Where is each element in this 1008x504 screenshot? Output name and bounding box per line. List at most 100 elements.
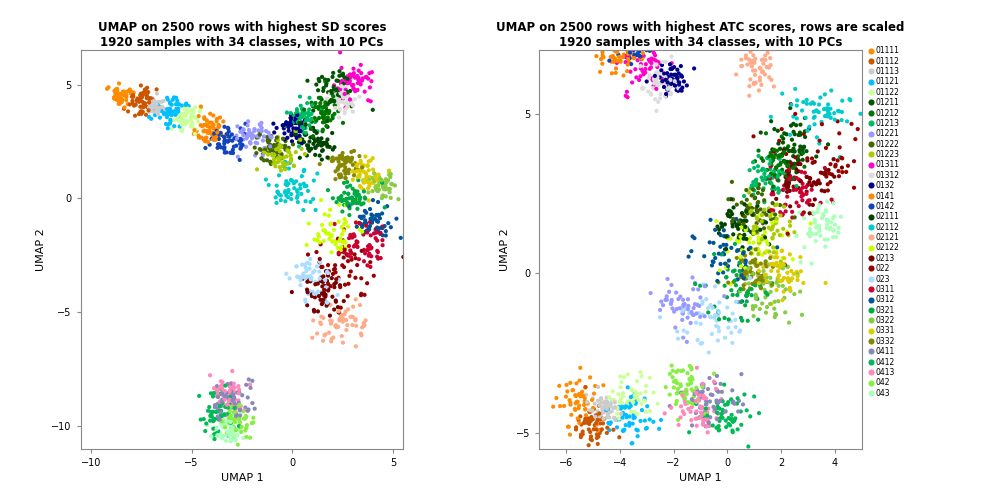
Point: [223, 403, 239, 411]
Point: [212, 113, 228, 121]
Point: [597, 400, 613, 408]
Point: [814, 169, 831, 177]
Point: [731, 328, 747, 336]
Point: [294, 105, 310, 113]
Point: [692, 313, 709, 321]
Point: [295, 270, 311, 278]
Point: [155, 106, 171, 114]
Point: [362, 179, 378, 187]
Point: [632, 368, 648, 376]
Point: [327, 143, 343, 151]
Point: [292, 136, 308, 144]
Point: [216, 117, 232, 125]
Point: [331, 162, 347, 170]
Point: [227, 403, 243, 411]
Point: [746, 393, 762, 401]
Point: [594, 425, 610, 433]
Point: [347, 187, 363, 195]
Point: [730, 225, 746, 233]
Point: [675, 388, 691, 396]
Point: [628, 394, 644, 402]
Point: [344, 100, 360, 108]
Point: [271, 144, 287, 152]
Point: [216, 133, 232, 141]
Point: [326, 334, 342, 342]
Point: [585, 394, 601, 402]
Point: [618, 421, 634, 429]
Point: [338, 174, 354, 182]
Point: [792, 288, 808, 296]
Point: [112, 91, 128, 99]
Point: [609, 59, 625, 67]
Point: [768, 164, 784, 172]
Point: [179, 107, 196, 115]
Point: [289, 192, 305, 200]
Point: [590, 416, 606, 424]
Point: [777, 170, 793, 178]
Point: [332, 308, 348, 316]
Point: [766, 167, 782, 175]
Point: [210, 391, 226, 399]
Point: [283, 121, 299, 129]
Point: [360, 226, 376, 234]
Point: [548, 394, 564, 402]
Point: [276, 160, 292, 168]
Point: [378, 185, 394, 194]
Point: [709, 372, 725, 380]
Point: [594, 414, 610, 422]
Point: [333, 80, 349, 88]
Point: [763, 206, 779, 214]
Point: [299, 301, 316, 309]
Point: [332, 161, 348, 169]
Point: [350, 238, 366, 246]
Point: [288, 134, 304, 142]
Point: [592, 68, 608, 76]
Point: [592, 429, 608, 437]
Point: [695, 339, 711, 347]
Point: [671, 304, 687, 312]
Point: [307, 144, 324, 152]
Point: [776, 260, 792, 268]
Point: [230, 122, 246, 131]
Point: [274, 153, 290, 161]
Point: [781, 173, 797, 181]
Point: [730, 246, 746, 255]
Point: [364, 219, 380, 227]
Point: [812, 232, 829, 240]
Point: [111, 91, 127, 99]
Point: [390, 195, 406, 203]
Point: [795, 208, 811, 216]
Point: [632, 72, 648, 80]
Point: [341, 200, 357, 208]
Point: [733, 62, 749, 70]
Point: [772, 145, 788, 153]
Point: [296, 138, 312, 146]
Point: [790, 175, 806, 183]
Point: [228, 432, 244, 440]
Point: [688, 400, 705, 408]
Point: [330, 85, 346, 93]
Point: [603, 53, 619, 61]
Point: [759, 240, 775, 248]
Point: [730, 246, 746, 254]
Point: [695, 310, 711, 319]
Point: [325, 237, 341, 245]
Point: [672, 382, 688, 390]
Point: [300, 220, 317, 228]
Point: [328, 92, 344, 100]
Point: [783, 159, 799, 167]
Point: [649, 63, 665, 71]
Point: [621, 398, 637, 406]
Point: [314, 140, 331, 148]
Point: [344, 148, 360, 156]
Point: [725, 309, 741, 318]
Point: [691, 414, 708, 422]
Point: [211, 123, 227, 132]
Point: [733, 233, 749, 241]
Point: [342, 211, 358, 219]
Point: [338, 84, 354, 92]
Point: [561, 430, 578, 438]
Point: [168, 116, 184, 124]
Point: [225, 391, 241, 399]
Point: [358, 169, 374, 177]
